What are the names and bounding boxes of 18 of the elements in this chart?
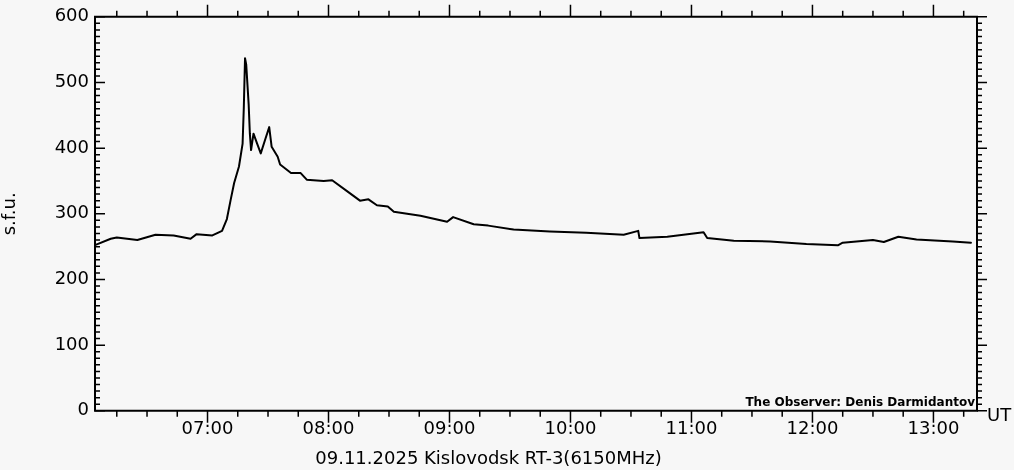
y-tick-label: 300 — [54, 201, 89, 223]
y-axis-title: s.f.u. — [0, 192, 20, 236]
annotation: The Observer: Denis Darmidantov — [745, 394, 976, 409]
y-tick-label: 200 — [54, 267, 89, 289]
x-tick-label: 11:00 — [665, 417, 718, 439]
y-tick-label: 400 — [54, 135, 89, 157]
x-tick-label: 10:00 — [544, 417, 597, 439]
y-tick-label: 0 — [77, 398, 89, 420]
y-tick-label: 500 — [54, 70, 89, 92]
x-axis-title: UT — [987, 404, 1013, 426]
y-tick-label: 600 — [54, 4, 89, 26]
text: 09.11.2025 Kislovodsk RT-3(6150MHz) — [315, 446, 662, 468]
x-tick-label: 12:00 — [786, 417, 839, 439]
x-tick-label: 08:00 — [302, 417, 355, 439]
y-tick-label: 100 — [54, 332, 89, 354]
x-tick-label: 09:00 — [423, 417, 476, 439]
x-tick-label: 07:00 — [181, 417, 234, 439]
x-tick-label: 13:00 — [907, 417, 960, 439]
